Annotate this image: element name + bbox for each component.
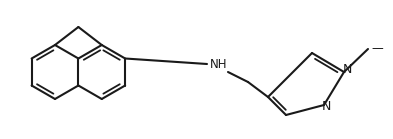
Text: N: N xyxy=(342,63,352,75)
Text: —: — xyxy=(371,43,383,55)
Text: N: N xyxy=(321,100,331,114)
Text: NH: NH xyxy=(210,58,228,70)
